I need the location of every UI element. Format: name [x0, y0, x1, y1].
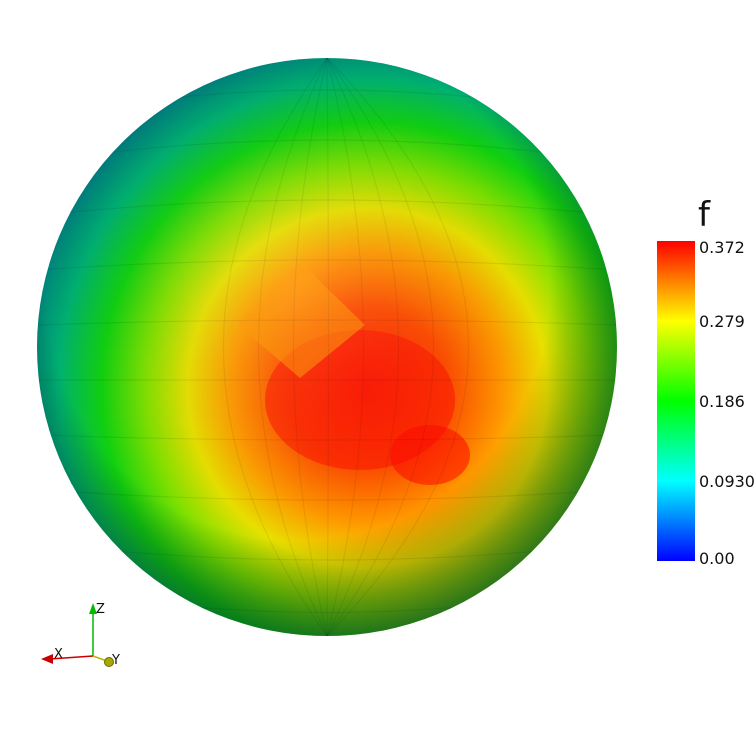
scalar-bar-ticks: 0.372 0.279 0.186 0.0930 0.00 — [699, 238, 755, 568]
z-axis-arrow-icon — [89, 603, 97, 614]
scalar-bar-tick-label: 0.0930 — [699, 472, 755, 491]
z-axis-label: Z — [96, 602, 105, 617]
scalar-bar-title: f — [698, 195, 711, 235]
sphere-surface[interactable] — [36, 58, 618, 636]
y-axis-label: Y — [111, 653, 120, 668]
scalar-bar-tick-label: 0.372 — [699, 238, 745, 257]
scalar-bar-tick-label: 0.279 — [699, 312, 745, 331]
scalar-bar-gradient — [657, 241, 695, 561]
x-axis-label: X — [54, 647, 63, 662]
x-axis-line — [49, 655, 94, 660]
scalar-bar[interactable]: f 0.372 0.279 0.186 0.0930 0.00 — [657, 195, 755, 568]
scalar-bar-tick-label: 0.186 — [699, 392, 745, 411]
y-axis-arrow-icon — [104, 657, 114, 667]
x-axis-arrow-icon — [41, 654, 53, 664]
scalar-bar-tick-label: 0.00 — [699, 549, 735, 568]
orientation-axes[interactable]: Z X Y — [41, 602, 120, 668]
